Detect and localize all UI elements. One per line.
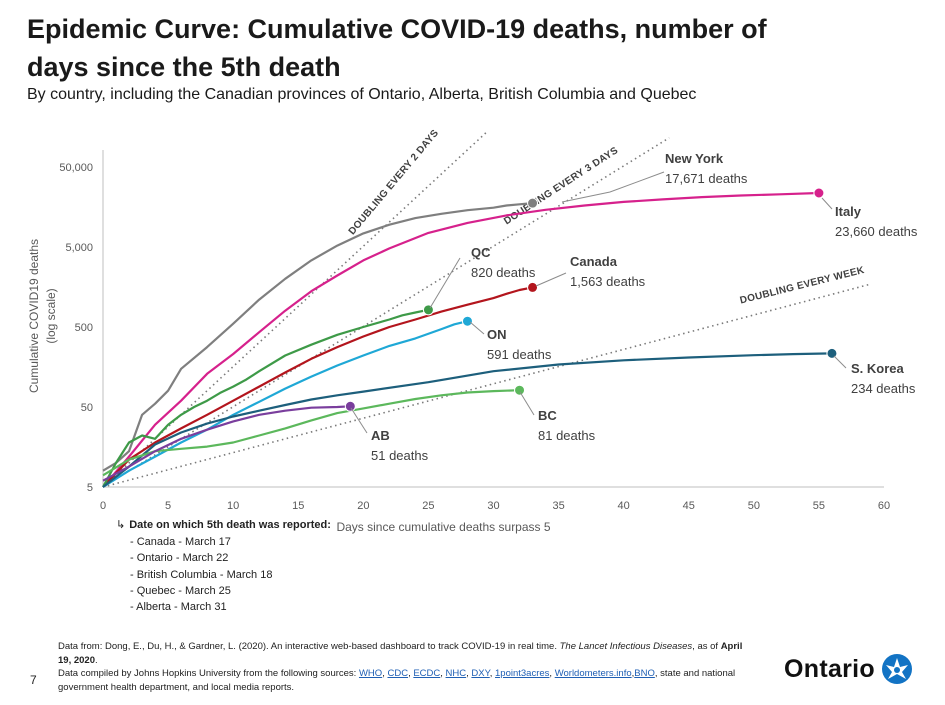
x-tick-label: 40 xyxy=(618,500,630,512)
reference-label: DOUBLING EVERY 3 DAYS xyxy=(502,145,620,227)
chart-title: Epidemic Curve: Cumulative COVID-19 deat… xyxy=(27,14,767,82)
series-line-s-korea xyxy=(102,352,832,488)
source-link-dxy[interactable]: DXY xyxy=(471,668,490,679)
series-line-italy xyxy=(102,191,819,488)
source-line2-end: state and national government health dep… xyxy=(58,668,736,693)
series-line-qc xyxy=(102,308,429,488)
source-link-cdc[interactable]: CDC xyxy=(387,668,409,679)
source-line1: Data from: Dong, E., Du, H., & Gardner, … xyxy=(58,641,557,652)
series-end-point xyxy=(514,384,526,396)
y-axis-label: Cumulative COVID19 deaths xyxy=(27,239,41,393)
series-endpoint-label: 51 deaths xyxy=(371,448,429,463)
list-item: - Canada - March 17 xyxy=(130,536,231,548)
source-citation: Data from: Dong, E., Du, H., & Gardner, … xyxy=(58,641,743,693)
series-label: ON xyxy=(487,327,507,342)
annotation-leader-line xyxy=(821,197,833,210)
return-arrow-icon: ↳ xyxy=(116,519,126,531)
x-tick-label: 25 xyxy=(422,500,434,512)
y-tick-label: 5,000 xyxy=(65,242,93,254)
series-label: BC xyxy=(538,408,557,423)
source-link-bno[interactable]: BNO xyxy=(634,668,655,679)
series-endpoint-label: 23,660 deaths xyxy=(835,224,918,239)
x-tick-label: 60 xyxy=(878,500,890,512)
epidemic-curve-chart: 0 5 10 15 20 25 30 35 40 45 50 55 605505005,00050,00… xyxy=(27,128,918,534)
x-tick-label: 20 xyxy=(357,500,369,512)
series-end-point xyxy=(527,197,539,209)
reference-line-doubling-2 xyxy=(102,131,488,488)
source-link-ecdc[interactable]: ECDC xyxy=(413,668,441,679)
series-endpoint-label: 820 deaths xyxy=(471,265,536,280)
as-of-date: April 19, 2020 xyxy=(58,641,743,666)
reference-label: DOUBLING EVERY WEEK xyxy=(739,265,866,307)
annotation-leader-line xyxy=(535,272,567,287)
page-number: 7 xyxy=(30,673,37,687)
journal-name: The Lancet Infectious Diseases xyxy=(559,641,693,652)
series-label: AB xyxy=(371,428,390,443)
source-link-worldometers[interactable]: Worldometers.info xyxy=(554,668,632,679)
y-tick-label: 50 xyxy=(81,402,93,414)
x-tick-label: 0 xyxy=(100,500,106,512)
list-item: - Quebec - March 25 xyxy=(130,584,231,597)
series-label: Canada xyxy=(570,254,618,269)
notes-list: - Canada - March 17 - Ontario - March 22… xyxy=(130,534,331,615)
list-item: - Ontario - March 22 xyxy=(130,552,229,565)
x-tick-label: 50 xyxy=(748,500,760,512)
fifth-death-dates-note: ↳ Date on which 5th death was reported: -… xyxy=(116,518,331,615)
list-item: - Alberta - March 31 xyxy=(130,601,227,614)
series-end-point xyxy=(344,400,356,412)
annotation-leader-line xyxy=(561,171,665,203)
x-tick-label: 10 xyxy=(227,500,239,512)
x-axis-label: Days since cumulative deaths surpass 5 xyxy=(336,520,550,534)
list-item: - British Columbia - March 18 xyxy=(130,568,273,581)
x-tick-label: 15 xyxy=(292,500,304,512)
x-tick-label: 5 xyxy=(165,500,171,512)
series-endpoint-label: 591 deaths xyxy=(487,347,552,362)
y-tick-label: 500 xyxy=(75,322,93,334)
ontario-logo: Ontario xyxy=(784,653,913,685)
series-label: S. Korea xyxy=(851,361,905,376)
reference-label: DOUBLING EVERY 2 DAYS xyxy=(347,128,441,238)
trillium-icon xyxy=(882,654,912,684)
series-endpoint-label: 234 deaths xyxy=(851,381,916,396)
annotation-leader-line xyxy=(519,391,535,416)
annotation-leader-line xyxy=(350,407,368,434)
notes-heading: Date on which 5th death was reported: xyxy=(129,519,331,531)
source-link-1point3acres[interactable]: 1point3acres xyxy=(495,668,550,679)
x-tick-label: 55 xyxy=(813,500,825,512)
x-tick-label: 35 xyxy=(552,500,564,512)
annotation-leader-line xyxy=(469,321,485,335)
series-line-ab xyxy=(102,405,351,482)
annotation-leader-line xyxy=(833,355,847,369)
series-end-point xyxy=(527,281,539,293)
series-end-point xyxy=(422,304,434,316)
source-line2: Data compiled by Johns Hopkins Universit… xyxy=(58,668,357,679)
series-end-point xyxy=(461,315,473,327)
series-line-new-york xyxy=(102,202,533,472)
reference-line-doubling-3 xyxy=(102,137,670,488)
series-line-bc xyxy=(102,389,520,477)
source-link-who[interactable]: WHO xyxy=(358,668,383,679)
series-line-canada xyxy=(102,286,533,488)
reference-line-doubling-7 xyxy=(102,283,872,488)
y-tick-label: 50,000 xyxy=(59,162,93,174)
series-endpoint-label: 1,563 deaths xyxy=(570,274,646,289)
series-label: Italy xyxy=(835,204,862,219)
series-label: New York xyxy=(665,151,724,166)
series-end-point xyxy=(813,187,825,199)
source-link-nhc[interactable]: NHC xyxy=(445,668,467,679)
logo-wordmark: Ontario xyxy=(784,654,875,683)
y-axis-label-unit: (log scale) xyxy=(44,288,58,343)
annotation-leader-line xyxy=(429,257,461,309)
x-tick-label: 30 xyxy=(487,500,499,512)
series-endpoint-label: 17,671 deaths xyxy=(665,171,748,186)
x-tick-label: 45 xyxy=(683,500,695,512)
chart-subtitle: By country, including the Canadian provi… xyxy=(27,86,697,103)
series-label: QC xyxy=(471,245,491,260)
y-tick-label: 5 xyxy=(87,482,93,494)
series-endpoint-label: 81 deaths xyxy=(538,428,596,443)
